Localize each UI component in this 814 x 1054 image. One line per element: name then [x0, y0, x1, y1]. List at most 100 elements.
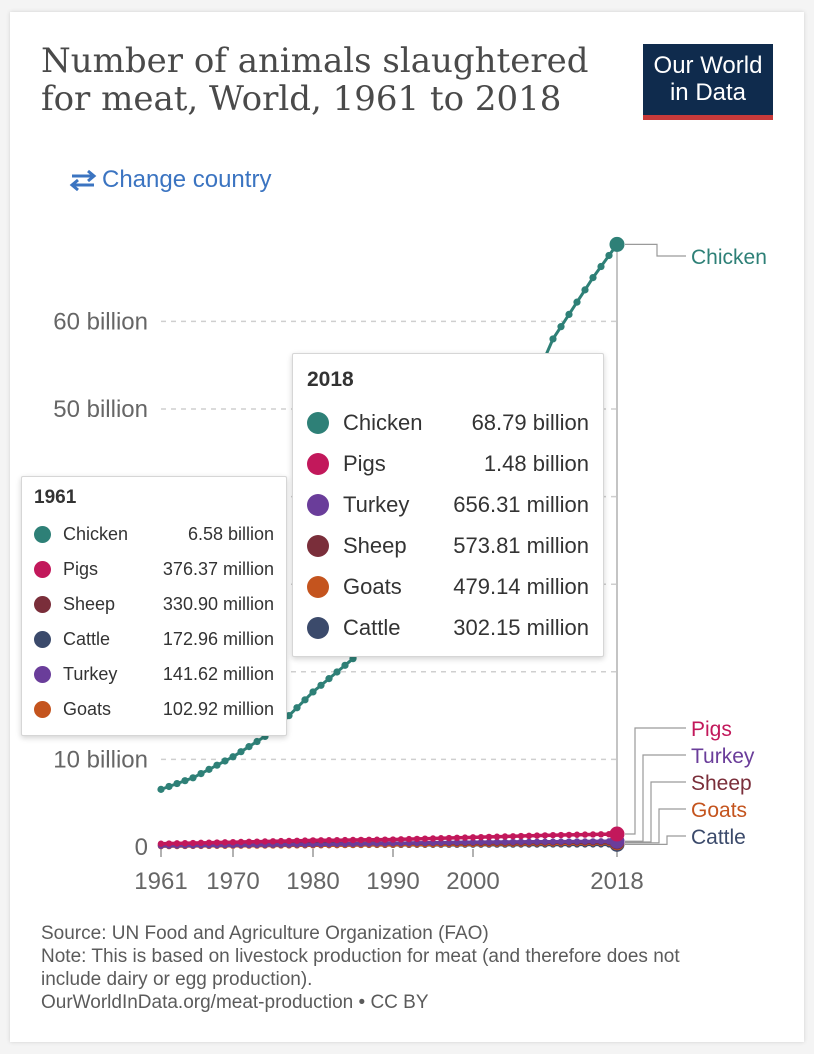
data-point-pigs: [501, 833, 509, 840]
x-tick-label: 1961: [134, 868, 187, 895]
data-point-turkey: [437, 839, 445, 846]
data-point-pigs: [373, 836, 381, 843]
data-point-pigs: [325, 837, 333, 844]
data-point-pigs: [493, 833, 501, 840]
chart-title: Number of animals slaughtered for meat, …: [41, 41, 589, 119]
tooltip-row-chicken: Chicken 68.79 billion: [307, 402, 589, 443]
tooltip-2018-rows: Chicken 68.79 billion Pigs 1.48 billion Turk…: [307, 402, 589, 648]
x-tick-label: 2000: [446, 868, 499, 895]
x-tick-label: 2018: [590, 868, 643, 895]
tooltip-1961-year: 1961: [34, 487, 77, 508]
tooltip-1961: 1961 Chicken 6.58 billion Pigs 376.37 milli…: [21, 476, 287, 736]
tooltip-row-cattle: Cattle 172.96 million: [34, 622, 274, 657]
hover-point-pigs: [609, 826, 625, 842]
data-point-pigs: [157, 840, 165, 847]
tooltip-row-cattle: Cattle 302.15 million: [307, 607, 589, 648]
data-point-chicken: [165, 782, 173, 791]
y-tick-label: 10 billion: [53, 746, 148, 773]
connector-chicken: [625, 243, 686, 257]
data-point-chicken: [333, 668, 341, 676]
data-point-turkey: [525, 838, 533, 846]
data-point-pigs: [213, 839, 221, 846]
logo-line-1: Our World: [653, 52, 763, 79]
data-point-chicken: [229, 753, 237, 761]
data-point-pigs: [205, 839, 213, 846]
tooltip-series-name: Goats: [343, 573, 402, 599]
tooltip-row-goats: Goats 479.14 million: [307, 566, 589, 607]
tooltip-series-name: Pigs: [63, 559, 99, 579]
series-dot-icon: [34, 701, 51, 718]
data-point-chicken: [317, 681, 325, 689]
data-point-chicken: [605, 251, 613, 260]
tooltip-row-sheep: Sheep 573.81 million: [307, 525, 589, 566]
data-point-pigs: [581, 831, 589, 838]
data-point-pigs: [309, 837, 317, 844]
tooltip-row-sheep: Sheep 330.90 million: [34, 587, 274, 622]
data-point-pigs: [565, 831, 573, 839]
data-point-pigs: [437, 835, 445, 842]
data-point-turkey: [493, 838, 501, 846]
data-point-pigs: [269, 838, 277, 845]
data-point-chicken: [253, 737, 261, 746]
data-point-pigs: [445, 834, 453, 842]
tooltip-series-value: 141.62 million: [162, 664, 274, 684]
tooltip-series-value: 302.15 million: [453, 614, 589, 640]
data-point-pigs: [261, 838, 269, 845]
data-point-pigs: [189, 839, 197, 847]
series-dot-icon: [34, 526, 51, 543]
data-point-chicken: [597, 262, 605, 271]
data-point-chicken: [157, 785, 165, 793]
data-point-chicken: [325, 675, 333, 683]
data-point-chicken: [573, 298, 581, 306]
data-point-pigs: [541, 832, 549, 839]
data-point-pigs: [597, 831, 605, 838]
series-dot-icon: [307, 452, 329, 475]
tooltip-row-goats: Goats 102.92 million: [34, 692, 274, 727]
x-tick-label: 1980: [286, 868, 339, 895]
tooltip-series-value: 656.31 million: [453, 491, 589, 517]
x-tick-label: 1990: [366, 868, 419, 895]
data-point-turkey: [581, 838, 589, 845]
data-point-turkey: [477, 838, 485, 846]
data-point-turkey: [445, 839, 453, 846]
data-point-chicken: [221, 757, 229, 765]
tooltip-series-name: Sheep: [343, 532, 407, 558]
data-point-turkey: [589, 838, 597, 845]
y-tick-label: 60 billion: [53, 308, 148, 335]
tooltip-2018-year: 2018: [307, 368, 354, 391]
tooltip-series-value: 573.81 million: [453, 532, 589, 558]
methodology-note: Note: This is based on livestock product…: [41, 946, 680, 990]
data-point-turkey: [541, 838, 549, 845]
data-point-pigs: [253, 838, 261, 845]
data-point-chicken: [557, 323, 565, 331]
data-point-pigs: [509, 833, 517, 840]
source-url[interactable]: OurWorldInData.org/meat-production • CC …: [41, 992, 429, 1013]
data-point-pigs: [469, 834, 477, 841]
data-point-pigs: [573, 831, 581, 838]
y-tick-label: 0: [135, 834, 148, 861]
series-line-pigs: [160, 832, 618, 846]
source-note: Source: UN Food and Agriculture Organiza…: [41, 923, 489, 944]
data-point-pigs: [221, 839, 229, 846]
owid-logo[interactable]: Our World in Data: [643, 44, 773, 120]
data-point-pigs: [397, 836, 405, 843]
data-point-pigs: [173, 840, 181, 847]
data-point-pigs: [245, 838, 253, 846]
data-point-pigs: [341, 836, 349, 844]
data-point-chicken: [285, 712, 293, 720]
tooltip-series-name: Turkey: [63, 664, 118, 684]
data-point-chicken: [301, 696, 309, 704]
tooltip-series-name: Sheep: [63, 594, 116, 614]
data-point-pigs: [229, 838, 237, 846]
data-point-pigs: [453, 834, 461, 842]
end-label-chicken: Chicken: [691, 246, 767, 269]
series-dot-icon: [34, 631, 51, 648]
tooltip-series-value: 102.92 million: [162, 699, 274, 719]
data-point-chicken: [581, 286, 589, 294]
change-country-button[interactable]: Change country: [68, 166, 271, 194]
connector-cattle: [625, 835, 686, 845]
data-point-pigs: [365, 836, 373, 844]
tooltip-series-value: 172.96 million: [162, 629, 274, 649]
data-point-chicken: [205, 765, 213, 773]
